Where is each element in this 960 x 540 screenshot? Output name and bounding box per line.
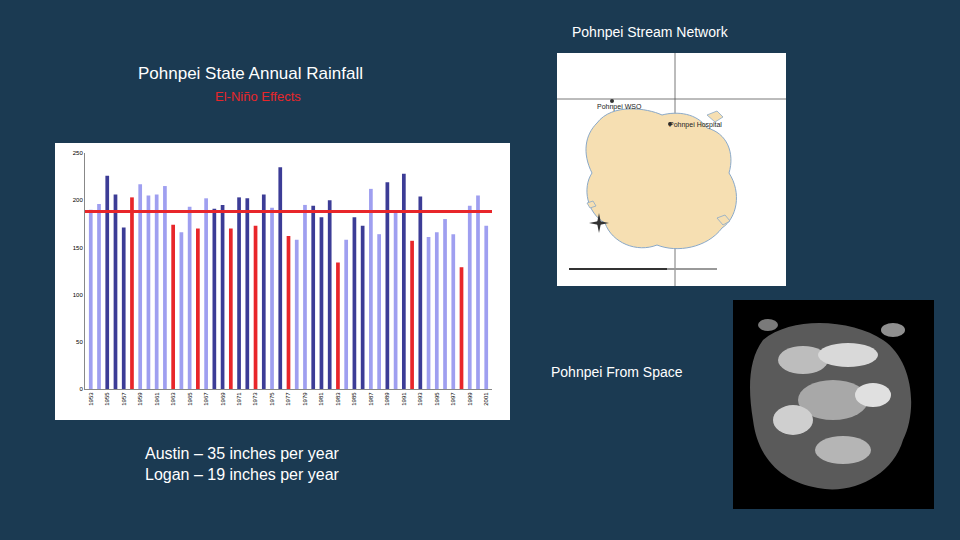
svg-text:50: 50 bbox=[76, 339, 83, 345]
svg-text:1989: 1989 bbox=[384, 392, 390, 406]
svg-text:1993: 1993 bbox=[417, 392, 423, 406]
svg-text:1961: 1961 bbox=[154, 392, 160, 406]
svg-text:1979: 1979 bbox=[302, 392, 308, 406]
svg-text:1965: 1965 bbox=[187, 392, 193, 406]
svg-text:100: 100 bbox=[73, 292, 84, 298]
svg-text:2001: 2001 bbox=[483, 392, 489, 406]
svg-text:1959: 1959 bbox=[137, 392, 143, 406]
svg-text:1987: 1987 bbox=[368, 392, 374, 406]
svg-text:1985: 1985 bbox=[351, 392, 357, 406]
svg-text:1999: 1999 bbox=[467, 392, 473, 406]
svg-text:1983: 1983 bbox=[335, 392, 341, 406]
svg-text:1995: 1995 bbox=[434, 392, 440, 406]
svg-text:1977: 1977 bbox=[285, 392, 291, 406]
svg-text:1997: 1997 bbox=[450, 392, 456, 406]
svg-text:200: 200 bbox=[73, 197, 84, 203]
svg-text:1963: 1963 bbox=[170, 392, 176, 406]
svg-text:250: 250 bbox=[73, 150, 84, 156]
svg-text:0: 0 bbox=[79, 386, 83, 392]
svg-text:1975: 1975 bbox=[269, 392, 275, 406]
html-text:Austin – 35 inches per year: Austin – 35 inches per year bbox=[145, 445, 339, 462]
svg-text:1957: 1957 bbox=[121, 392, 127, 406]
html-text:Pohnpei Stream Network: Pohnpei Stream Network bbox=[572, 24, 728, 40]
svg-text:Pohnpei Hospital: Pohnpei Hospital bbox=[669, 121, 722, 129]
html-text:Pohnpei From Space: Pohnpei From Space bbox=[551, 364, 683, 380]
svg-text:150: 150 bbox=[73, 245, 84, 251]
html-text:El-Niño Effects: El-Niño Effects bbox=[215, 89, 301, 104]
svg-text:1991: 1991 bbox=[401, 392, 407, 406]
svg-text:1955: 1955 bbox=[104, 392, 110, 406]
svg-text:Pohnpei WSO: Pohnpei WSO bbox=[597, 103, 642, 111]
svg-text:1967: 1967 bbox=[203, 392, 209, 406]
html-text:Logan – 19 inches per year: Logan – 19 inches per year bbox=[145, 466, 339, 483]
svg-text:1953: 1953 bbox=[88, 392, 94, 406]
svg-text:1973: 1973 bbox=[252, 392, 258, 406]
svg-text:1981: 1981 bbox=[318, 392, 324, 406]
svg-text:1969: 1969 bbox=[220, 392, 226, 406]
svg-text:1971: 1971 bbox=[236, 392, 242, 406]
html-text:Pohnpei State Annual Rainfall: Pohnpei State Annual Rainfall bbox=[138, 64, 363, 83]
